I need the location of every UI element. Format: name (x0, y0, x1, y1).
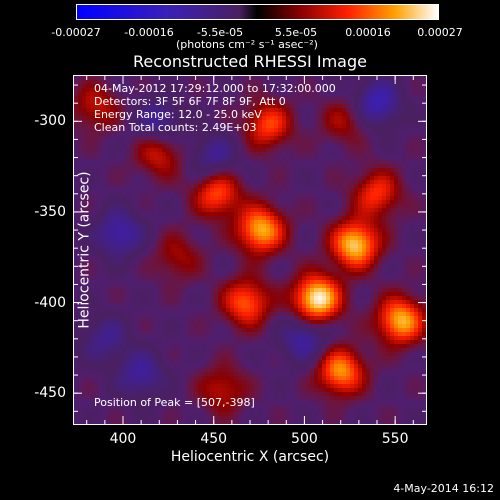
annotation-peak-position: Position of Peak = [507,-398] (94, 396, 255, 409)
x-tick-label: 500 (291, 431, 318, 447)
colorbar-tick: -5.5e-05 (196, 26, 244, 39)
x-tick-label: 400 (109, 431, 137, 447)
y-tick-label: -450 (34, 385, 66, 402)
annotation-time-range: 04-May-2012 17:29:12.000 to 17:32:00.000 (94, 82, 336, 95)
annotation-detectors: Detectors: 3F 5F 6F 7F 8F 9F, Att 0 (94, 95, 286, 108)
y-tick-label: -300 (34, 113, 66, 130)
colorbar-tick: 0.00016 (345, 26, 391, 39)
colorbar-tick: 5.5e-05 (274, 26, 318, 39)
colorbar-tick: -0.00027 (51, 26, 101, 39)
y-tick-label: -350 (34, 203, 66, 220)
y-tick-label: -400 (34, 294, 66, 311)
x-tick-label: 450 (200, 431, 228, 447)
annotation-energy-range: Energy Range: 12.0 - 25.0 keV (94, 108, 262, 121)
colorbar-tick: -0.00016 (124, 26, 174, 39)
colorbar-tick: 0.00027 (417, 26, 463, 39)
plot-frame (73, 75, 427, 425)
annotation-counts: Clean Total counts: 2.49E+03 (94, 121, 257, 134)
chart-title: Reconstructed RHESSI Image (133, 52, 367, 71)
timestamp: 4-May-2014 16:12 (393, 482, 494, 495)
y-axis-title: Heliocentric Y (arcsec) (76, 171, 93, 329)
colorbar (76, 4, 439, 20)
x-axis-title: Heliocentric X (arcsec) (170, 449, 330, 465)
x-tick-label: 550 (381, 431, 409, 447)
colorbar-unit-label: (photons cm⁻² s⁻¹ asec⁻²) (176, 38, 318, 51)
heatmap-image (74, 76, 426, 424)
